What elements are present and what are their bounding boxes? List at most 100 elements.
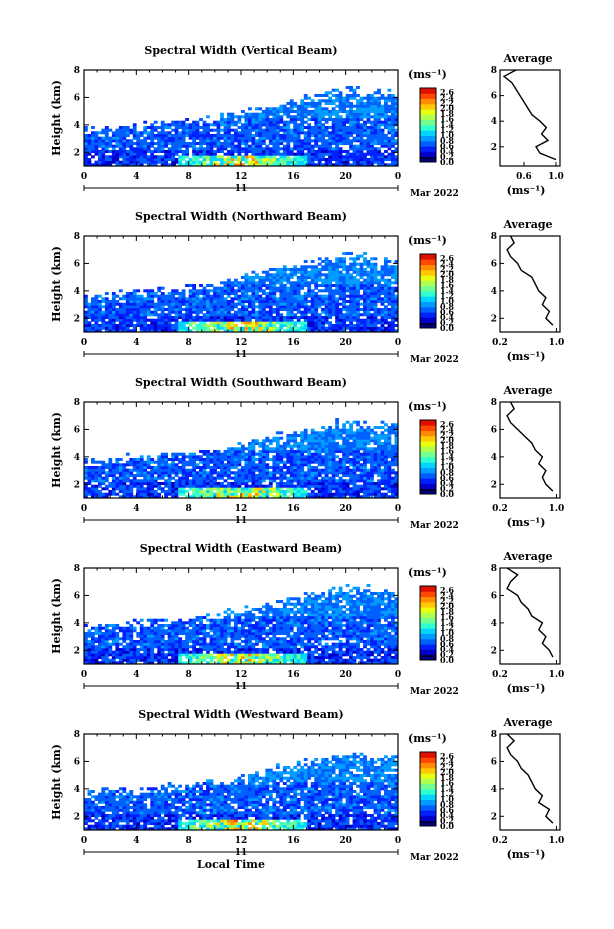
heatmap-cell <box>202 120 207 124</box>
heatmap-cell <box>377 329 381 333</box>
heatmap-cell <box>359 152 364 156</box>
heatmap-cell <box>338 434 343 437</box>
panel-title: Spectral Width (Southward Beam) <box>135 376 347 389</box>
heatmap-cell <box>118 316 123 319</box>
heatmap-cell <box>258 134 263 137</box>
heatmap-cell <box>216 460 221 464</box>
heatmap-cell <box>185 142 189 145</box>
heatmap-cell <box>213 305 217 309</box>
heatmap-cell <box>244 139 249 143</box>
heatmap-cell <box>394 155 399 159</box>
heatmap-cell <box>129 490 134 493</box>
heatmap-cell <box>370 318 374 322</box>
heatmap-cell <box>115 492 120 496</box>
heatmap-cell <box>321 273 325 277</box>
heatmap-cell <box>241 123 245 127</box>
heatmap-cell <box>251 474 256 477</box>
heatmap-cell <box>255 120 259 124</box>
heatmap-cell <box>272 123 277 127</box>
heatmap-cell <box>101 495 106 499</box>
heatmap-cell <box>293 160 298 164</box>
heatmap-cell <box>223 289 228 293</box>
heatmap-cell <box>268 107 273 111</box>
heatmap-cell <box>391 310 395 314</box>
heatmap-cell <box>366 284 371 287</box>
heatmap-cell <box>335 262 339 266</box>
heatmap-cell <box>84 160 88 164</box>
heatmap-cell <box>192 297 196 301</box>
heatmap-cell <box>104 136 109 140</box>
heatmap-cell <box>237 484 242 488</box>
heatmap-cell <box>289 450 294 453</box>
heatmap-cell <box>220 300 224 303</box>
heatmap-cell <box>366 281 371 285</box>
heatmap-cell <box>223 487 228 491</box>
heatmap-cell <box>150 326 155 330</box>
heatmap-cell <box>380 110 385 113</box>
heatmap-cell <box>377 115 381 119</box>
heatmap-cell <box>356 492 360 496</box>
heatmap-cell <box>328 471 332 475</box>
heatmap-cell <box>359 484 364 488</box>
heatmap-cell <box>251 450 256 453</box>
heatmap-cell <box>199 292 203 295</box>
heatmap-cell <box>272 300 277 303</box>
heatmap-cell <box>380 273 385 277</box>
heatmap-cell <box>104 329 109 333</box>
heatmap-cell <box>160 468 165 472</box>
heatmap-cell <box>321 442 325 445</box>
heatmap-cell <box>241 447 245 451</box>
heatmap-cell <box>129 324 134 327</box>
heatmap-cell <box>248 460 252 464</box>
heatmap-cell <box>373 310 378 314</box>
heatmap-cell <box>258 474 263 477</box>
heatmap-cell <box>199 139 203 143</box>
heatmap-cell <box>139 155 144 159</box>
heatmap-cell <box>220 305 224 309</box>
heatmap-cell <box>84 152 88 156</box>
heatmap-cell <box>220 463 224 467</box>
heatmap-cell <box>342 431 346 435</box>
heatmap-cell <box>289 115 294 119</box>
heatmap-cell <box>324 158 329 161</box>
x-tick-label: 0 <box>81 338 87 348</box>
heatmap-cell <box>174 495 179 499</box>
heatmap-cell <box>279 474 284 477</box>
heatmap-cell <box>206 147 210 151</box>
heatmap-cell <box>171 476 175 480</box>
heatmap-cell <box>314 305 319 309</box>
heatmap-cell <box>209 468 214 472</box>
heatmap-cell <box>275 281 280 285</box>
heatmap-cell <box>202 126 207 129</box>
heatmap-cell <box>359 99 364 103</box>
heatmap-cell <box>352 123 357 127</box>
heatmap-cell <box>178 324 182 327</box>
heatmap-cell <box>342 442 346 445</box>
heatmap-cell <box>192 300 196 303</box>
heatmap-cell <box>275 107 280 111</box>
heatmap-cell <box>293 439 298 443</box>
heatmap-cell <box>373 126 378 129</box>
heatmap-cell <box>195 313 200 317</box>
heatmap-cell <box>234 466 238 469</box>
heatmap-cell <box>335 273 339 277</box>
heatmap-cell <box>359 104 364 108</box>
heatmap-cell <box>394 139 399 143</box>
heatmap-cell <box>122 482 127 485</box>
heatmap-cell <box>153 294 158 298</box>
heatmap-cell <box>345 450 350 453</box>
heatmap-cell <box>202 139 207 143</box>
heatmap-cell <box>317 479 322 483</box>
heatmap-cell <box>153 158 158 161</box>
heatmap-cell <box>261 134 266 137</box>
heatmap-cell <box>251 118 256 121</box>
heatmap-cell <box>279 450 284 453</box>
heatmap-cell <box>282 139 287 143</box>
heatmap-cell <box>160 136 165 140</box>
colorbar-tick-label: 2.2 <box>440 264 454 274</box>
heatmap-cell <box>118 318 123 322</box>
profile-y-tick-label: 2 <box>491 143 497 153</box>
heatmap-cell <box>380 278 385 282</box>
heatmap-cell <box>255 128 259 132</box>
heatmap-cell <box>366 278 371 282</box>
